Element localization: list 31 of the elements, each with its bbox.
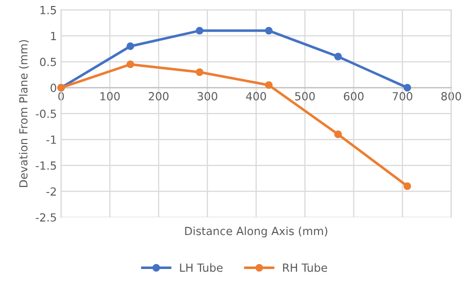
y-tick-label: -1.5 (36, 162, 56, 170)
point (265, 26, 273, 34)
point (334, 130, 342, 138)
point (403, 84, 412, 92)
y-tick-label: -2 (46, 187, 56, 196)
x-tick-label: 300 (198, 92, 218, 100)
y-tick-label: -1 (46, 136, 56, 144)
y-tick-label: -0.5 (36, 110, 56, 118)
y-tick-label: 1 (51, 32, 56, 40)
legend-label: RH Tube (283, 263, 328, 272)
x-tick-label: 800 (441, 92, 462, 100)
y-tick-label: -2.5 (36, 213, 56, 222)
point (196, 26, 204, 34)
point (126, 42, 134, 50)
y-tick-label: 1.5 (40, 6, 56, 14)
point (265, 81, 273, 89)
x-tick-label: 600 (344, 92, 364, 100)
x-tick-label: 200 (148, 92, 168, 100)
point (126, 60, 134, 68)
y-axis-title: Devation From Plane (mm) (18, 40, 29, 187)
x-tick-label: 100 (100, 92, 120, 100)
point (196, 68, 204, 76)
y-tick-label: 0 (50, 84, 56, 92)
x-tick-label: 700 (392, 92, 412, 100)
x-tick-label: 400 (246, 92, 266, 100)
point (334, 52, 342, 60)
legend-label: LH Tube (180, 263, 223, 272)
x-tick-label: 500 (295, 92, 315, 100)
y-tick-label: 0.5 (40, 58, 56, 66)
x-axis-title: Distance Along Axis (mm) (185, 226, 328, 238)
point (403, 182, 412, 190)
